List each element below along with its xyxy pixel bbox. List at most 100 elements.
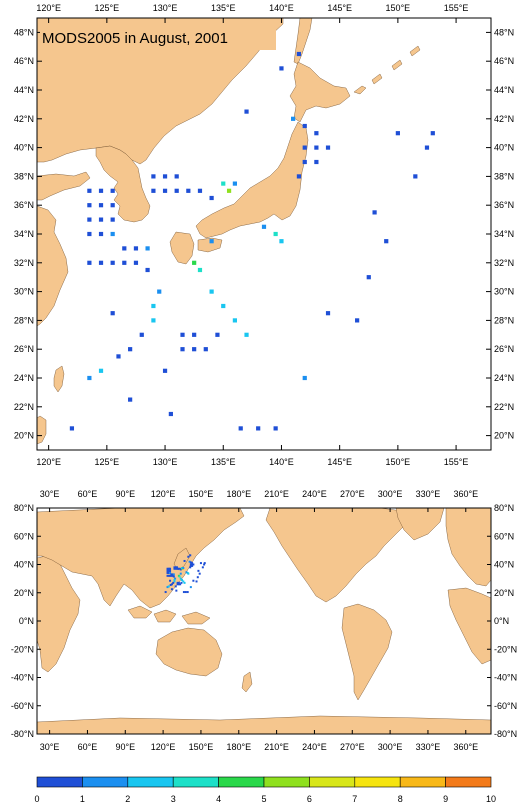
data-cell [87, 375, 92, 381]
data-cell [98, 188, 104, 193]
y-tick-label-left: 38°N [14, 171, 34, 181]
data-cell-global [173, 580, 176, 583]
gx-tick-label-top: 90°E [115, 489, 135, 499]
data-cell [302, 159, 307, 165]
colorbar-label: 8 [398, 794, 403, 804]
data-cell-global [189, 586, 192, 589]
y-tick-label-left: 30°N [14, 287, 34, 297]
data-cell [110, 260, 115, 265]
x-tick-label-top: 140°E [269, 3, 294, 13]
colorbar-swatch [354, 776, 401, 788]
data-cell [325, 311, 331, 316]
x-tick-label-top: 150°E [386, 3, 411, 13]
regional-data-cells [69, 51, 435, 431]
land-south-america [341, 603, 393, 701]
gx-tick-label-bottom: 30°E [40, 742, 60, 752]
gx-tick-label-top: 210°E [264, 489, 289, 499]
data-cell-global [166, 574, 169, 577]
data-cell-global [189, 566, 192, 569]
gy-tick-label-right: -60°N [494, 701, 517, 711]
data-cell-global [177, 567, 180, 570]
gx-tick-label-bottom: 210°E [264, 742, 289, 752]
data-cell-global [167, 571, 170, 574]
colorbar-swatch [399, 776, 446, 788]
gx-tick-label-top: 240°E [302, 489, 327, 499]
colorbar-swatch [218, 776, 265, 788]
data-cell [186, 188, 191, 193]
x-tick-label-top: 120°E [36, 3, 61, 13]
gx-tick-label-bottom: 360°E [453, 742, 478, 752]
y-tick-label-left: 22°N [14, 402, 34, 412]
data-cell [145, 246, 150, 251]
gy-tick-label-left: 80°N [14, 503, 34, 513]
gy-tick-label-right: 60°N [494, 531, 514, 541]
data-cell-global [189, 563, 192, 566]
data-cell [87, 231, 92, 237]
colorbar-label: 0 [34, 794, 39, 804]
data-cell-global [169, 579, 172, 582]
data-cell [197, 267, 203, 273]
x-tick-label-top: 125°E [95, 3, 120, 13]
data-cell [139, 332, 144, 337]
y-tick-label-right: 46°N [494, 56, 514, 66]
colorbar-swatches [36, 776, 492, 788]
y-tick-label-right: 48°N [494, 27, 514, 37]
colorbar-label: 3 [171, 794, 176, 804]
data-cell-global [171, 573, 174, 576]
data-cell-global [185, 571, 188, 574]
data-cell [180, 332, 185, 337]
data-cell [162, 188, 168, 193]
y-tick-label-left: 48°N [14, 27, 34, 37]
data-cell-global [169, 570, 172, 573]
data-cell [261, 224, 267, 229]
data-cell [209, 239, 214, 244]
land-shikoku [197, 237, 223, 253]
data-cell-global [167, 569, 170, 572]
data-cell-global [189, 554, 192, 557]
data-cell-global [172, 581, 175, 584]
gx-tick-label-top: 330°E [416, 489, 441, 499]
data-cell [168, 411, 173, 417]
gy-tick-label-right: -40°N [494, 673, 517, 683]
data-cell [226, 188, 232, 193]
gx-tick-label-bottom: 150°E [189, 742, 214, 752]
gy-tick-label-left: 40°N [14, 560, 34, 570]
data-cell [395, 131, 400, 136]
data-cell [232, 318, 237, 323]
data-cell [232, 181, 237, 186]
data-cell-global [183, 581, 186, 584]
data-cell-global [176, 583, 179, 586]
data-cell [174, 174, 179, 179]
x-tick-label-bottom: 120°E [36, 457, 61, 467]
data-cell-global [169, 567, 172, 570]
y-tick-label-right: 40°N [494, 143, 514, 153]
colorbar-label: 6 [307, 794, 312, 804]
colorbar-label: 1 [80, 794, 85, 804]
gx-tick-label-bottom: 270°E [340, 742, 365, 752]
y-tick-label-left: 20°N [14, 431, 34, 441]
data-cell-global [174, 577, 177, 580]
data-cell-global [166, 571, 169, 574]
y-tick-label-right: 24°N [494, 373, 514, 383]
data-cell [87, 188, 92, 193]
data-cell [384, 239, 389, 244]
data-cell-global [181, 579, 184, 582]
data-cell-global [167, 570, 170, 573]
data-cell [279, 239, 284, 244]
data-cell [151, 188, 156, 193]
data-cell-global [169, 571, 172, 574]
x-tick-label-bottom: 135°E [211, 457, 236, 467]
land-australia [155, 627, 223, 677]
data-cell-global [181, 567, 184, 570]
x-tick-label-bottom: 140°E [269, 457, 294, 467]
data-cell [372, 210, 377, 215]
y-tick-label-right: 36°N [494, 200, 514, 210]
y-tick-label-right: 42°N [494, 114, 514, 124]
data-cell-global [170, 574, 173, 577]
colorbar-swatch [309, 776, 356, 788]
data-cell-global [196, 576, 199, 579]
data-cell-global [191, 564, 194, 567]
land-greenland [395, 507, 445, 541]
data-cell [413, 174, 418, 179]
